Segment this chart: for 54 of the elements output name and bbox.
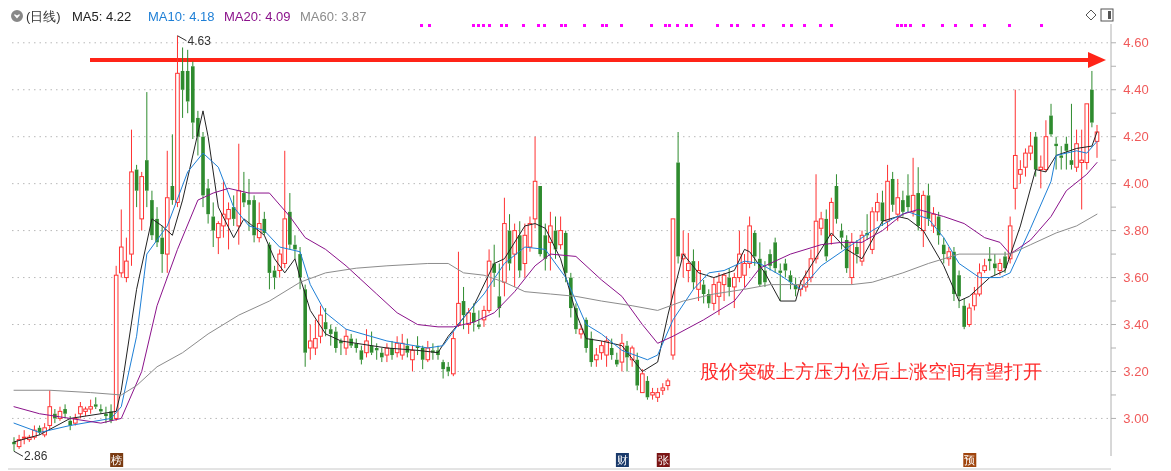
y-tick-label: 3.40 [1123,317,1149,333]
line-series [13,213,1098,396]
text: MA5: 4.22 [72,9,132,24]
candlestick [1090,70,1094,128]
candlestick [910,157,916,218]
annotation: 财 [616,454,628,466]
y-tick-label: 4.00 [1123,176,1149,192]
candlestick [384,342,390,363]
candlestick [129,129,134,267]
text: MA10: 4.18 [148,9,215,24]
annotation: 股价突破上方压力位后上涨空间有望打开 [700,361,1042,382]
candlestick [93,396,98,410]
annotation: 张 [657,454,669,466]
candlestick [288,192,292,250]
candlestick [1054,136,1058,171]
candlestick [532,136,538,229]
text: MA20: 4.09 [224,9,291,24]
candlestick [390,340,394,361]
candlestick [477,309,481,330]
candlestick [1049,103,1053,138]
candlestick [778,262,783,302]
candlestick [145,91,149,208]
y-tick-label: 3.60 [1123,270,1149,286]
candlestick [502,197,507,297]
y-tick-label: 3.20 [1123,364,1149,380]
y-tick-label: 4.20 [1123,129,1149,145]
candlestick [997,258,1003,276]
y-tick-label: 4.60 [1123,35,1149,51]
y-tick-label: 4.40 [1123,82,1149,98]
annotation: 4.63 [187,33,212,48]
candlestick [211,201,216,248]
candlestick [824,208,829,262]
candlestick [380,347,384,363]
candlestick [711,277,717,311]
candlestick [12,436,16,452]
candlestick [343,328,349,356]
candlestick [63,403,67,419]
candlestick [686,232,691,283]
chart-title: (日线) [26,9,61,24]
candlestick [615,352,619,368]
candlestick [855,239,859,264]
candlestick [99,403,103,415]
y-tick-label: 3.80 [1123,223,1149,239]
text: MA60: 3.87 [300,9,367,24]
candlestick [293,234,297,260]
y-tick-label: 3.00 [1123,410,1149,426]
candlestick [665,378,671,391]
candlestick [962,298,966,330]
candlestick [676,131,680,264]
candlestick [706,288,711,309]
annotation: 预 [964,454,976,466]
annotation: 2.86 [24,449,48,464]
annotation: 榜 [111,454,123,466]
candlestick [164,150,170,274]
